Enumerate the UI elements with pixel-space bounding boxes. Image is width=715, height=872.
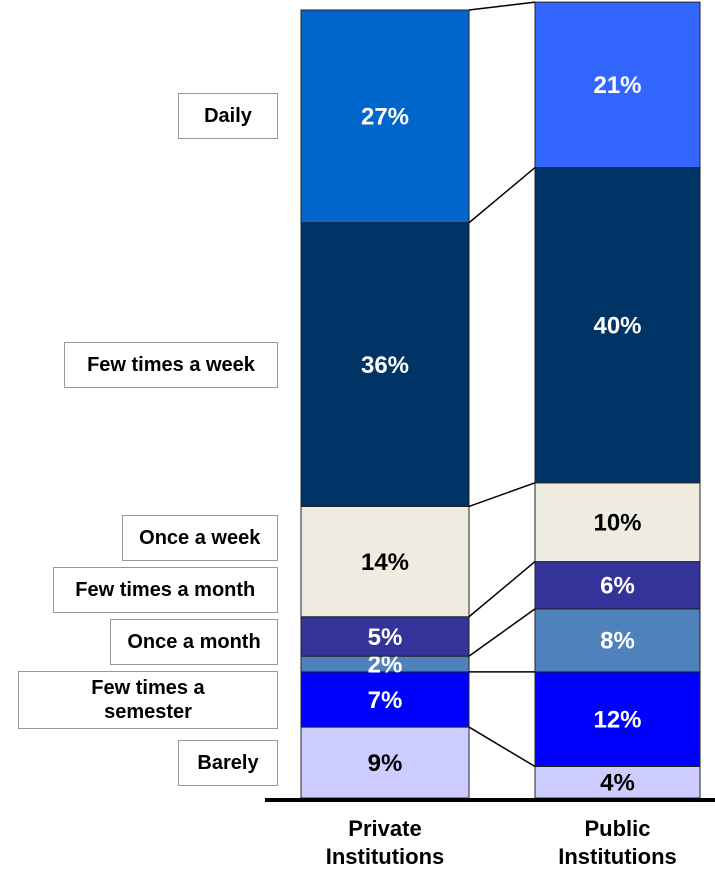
value-label: 27% bbox=[361, 104, 409, 131]
bar-segment bbox=[534, 608, 701, 673]
x-tick-label-text: Private Institutions bbox=[325, 816, 445, 869]
value-label: 6% bbox=[600, 573, 635, 600]
value-label: 12% bbox=[593, 707, 641, 734]
legend-entry: Once a week bbox=[121, 514, 278, 561]
x-tick-label: Private Institutions bbox=[300, 815, 470, 871]
bar-segment bbox=[300, 726, 470, 799]
bar-segment bbox=[534, 167, 701, 484]
x-tick-label: Public Institutions bbox=[533, 815, 703, 871]
value-label: 40% bbox=[593, 313, 641, 340]
legend-entry: Barely bbox=[178, 739, 278, 786]
value-label: 10% bbox=[593, 510, 641, 537]
bar-segment bbox=[300, 9, 470, 224]
value-label: 36% bbox=[361, 352, 409, 379]
legend-entry-text: Few times a semester bbox=[91, 676, 205, 723]
connector bbox=[468, 1, 536, 11]
legend-entry: Daily bbox=[178, 93, 278, 140]
x-tick-label-text: Public Institutions bbox=[558, 816, 677, 869]
legend-entry-text: Few times a month bbox=[75, 578, 256, 601]
bar-segment bbox=[534, 765, 701, 799]
value-label: 8% bbox=[600, 628, 635, 655]
bar-segment bbox=[534, 1, 701, 169]
value-label: 4% bbox=[600, 770, 635, 797]
bar-segment bbox=[534, 561, 701, 610]
value-label: 9% bbox=[368, 750, 403, 777]
legend-entry-text: Once a week bbox=[139, 526, 261, 549]
bar-segment bbox=[300, 222, 470, 507]
value-label: 7% bbox=[368, 687, 403, 714]
legend-entry-text: Barely bbox=[197, 751, 259, 774]
value-label: 14% bbox=[361, 549, 409, 576]
bar-segment bbox=[300, 616, 470, 657]
legend-entry: Few times a semester bbox=[18, 670, 278, 729]
value-label: 21% bbox=[593, 72, 641, 99]
legend-entry: Few times a month bbox=[52, 566, 278, 613]
legend-entry-text: Few times a week bbox=[87, 353, 255, 376]
legend-entry: Few times a week bbox=[64, 341, 278, 388]
connector bbox=[468, 561, 536, 618]
legend-entry-text: Once a month bbox=[127, 630, 261, 653]
bar-segment bbox=[534, 671, 701, 767]
legend-entry: Once a month bbox=[110, 618, 278, 665]
connector bbox=[468, 608, 536, 657]
bar-segment bbox=[534, 482, 701, 563]
value-label: 5% bbox=[368, 624, 403, 651]
bar-segment bbox=[300, 671, 470, 728]
connector bbox=[468, 167, 536, 224]
connector bbox=[468, 482, 536, 508]
legend-entry-text: Daily bbox=[204, 105, 252, 128]
connector bbox=[468, 726, 536, 768]
